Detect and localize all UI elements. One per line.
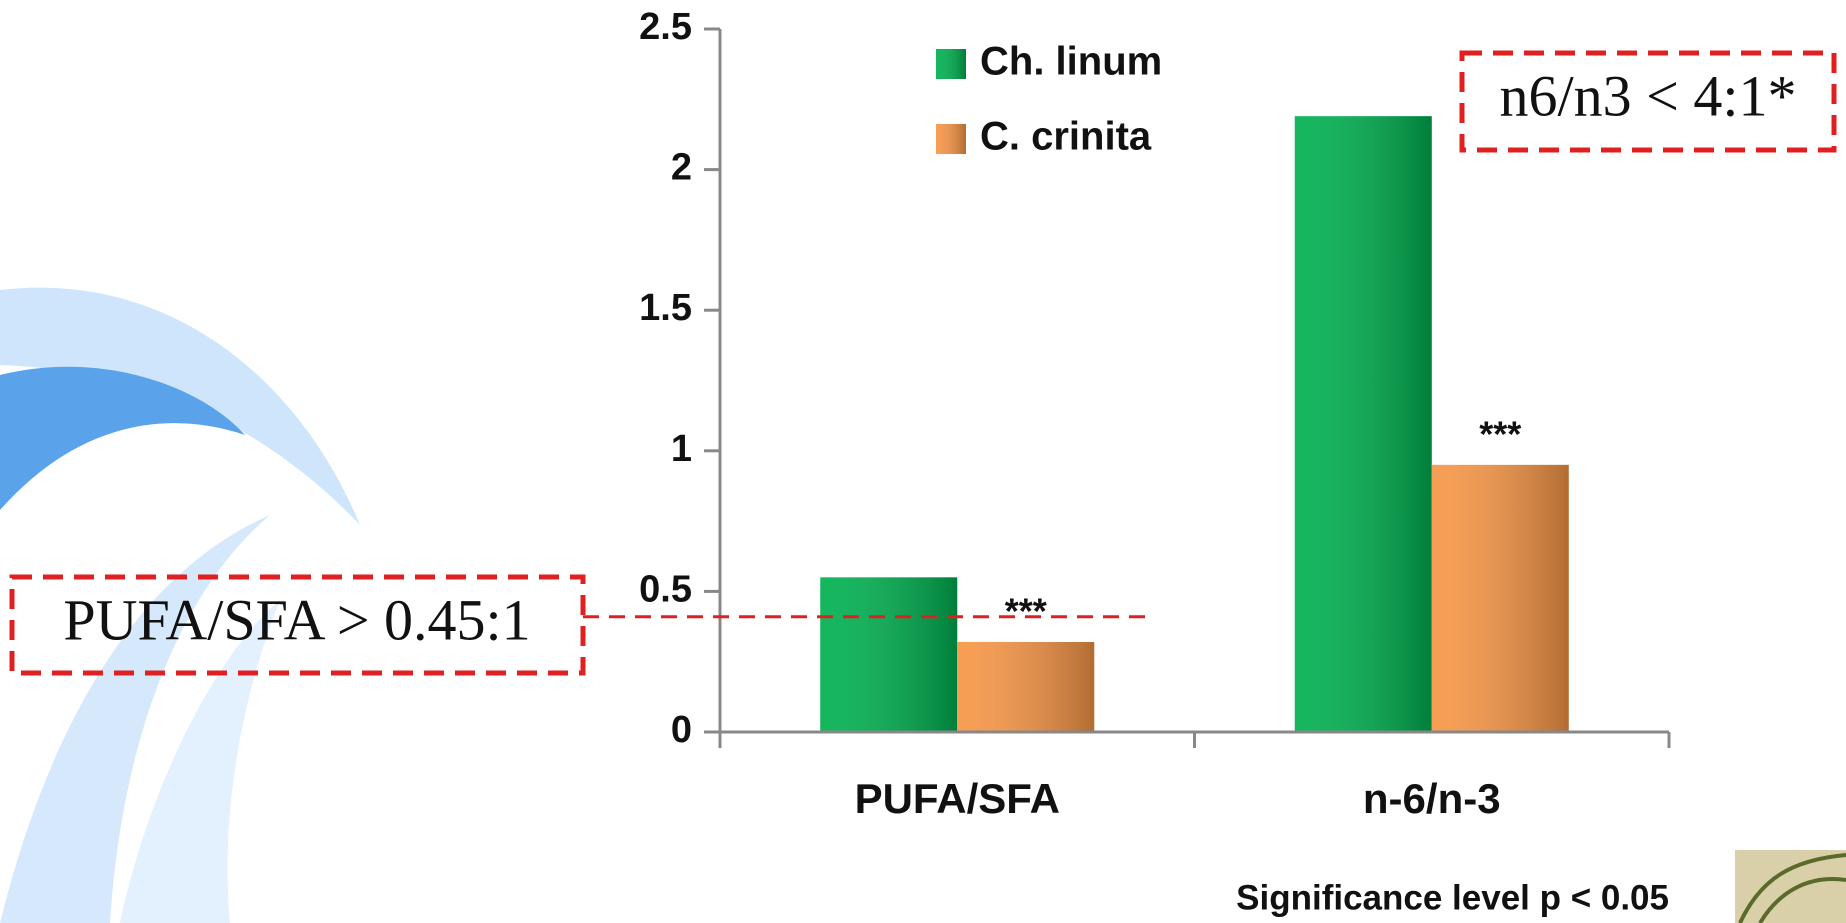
y-tick-label: 2.5 <box>639 6 692 48</box>
significance-label: *** <box>1005 591 1047 632</box>
y-tick-label: 0 <box>671 709 692 751</box>
plant-image <box>1735 850 1846 923</box>
y-tick-label: 1.5 <box>639 287 692 329</box>
bar-shade <box>1295 116 1432 732</box>
y-tick-label: 2 <box>671 147 692 189</box>
significance-label: *** <box>1479 413 1521 454</box>
legend-swatch-shade <box>936 124 966 154</box>
reference-label: PUFA/SFA > 0.45:1 <box>63 587 530 652</box>
legend-swatch-shade <box>936 49 966 79</box>
note-box-text: n6/n3 < 4:1* <box>1500 63 1797 128</box>
page: {"chart_data": {"type": "bar", "categori… <box>0 0 1846 923</box>
legend-label: Ch. linum <box>980 40 1162 84</box>
bar-shade <box>820 577 957 732</box>
legend-label: C. crinita <box>980 115 1152 159</box>
footnote: Significance level p < 0.05 <box>1236 878 1669 917</box>
x-tick-label: n-6/n-3 <box>1363 775 1501 822</box>
y-tick-label: 0.5 <box>639 568 692 610</box>
bar-shade <box>1432 465 1569 732</box>
y-tick-label: 1 <box>671 428 692 470</box>
x-tick-label: PUFA/SFA <box>855 775 1060 822</box>
bar-shade <box>957 642 1094 732</box>
chart: n6/n3 < 4:1* Significance level p < 0.05… <box>0 0 1846 923</box>
